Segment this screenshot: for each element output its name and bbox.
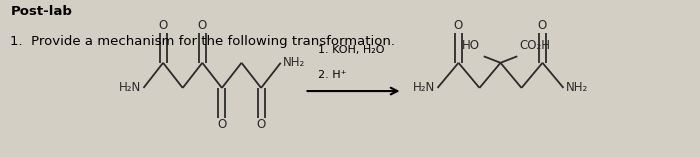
Text: O: O bbox=[454, 19, 463, 32]
Text: O: O bbox=[197, 19, 207, 32]
Text: 1.  Provide a mechanism for the following transformation.: 1. Provide a mechanism for the following… bbox=[10, 35, 395, 48]
Text: 1. KOH, H₂O: 1. KOH, H₂O bbox=[318, 45, 385, 55]
Text: Post-lab: Post-lab bbox=[10, 5, 72, 18]
Text: CO₂H: CO₂H bbox=[519, 39, 550, 51]
Text: O: O bbox=[538, 19, 547, 32]
Text: O: O bbox=[158, 19, 168, 32]
Text: NH₂: NH₂ bbox=[566, 81, 588, 94]
Text: H₂N: H₂N bbox=[413, 81, 435, 94]
Text: 2. H⁺: 2. H⁺ bbox=[318, 70, 347, 80]
Text: NH₂: NH₂ bbox=[283, 56, 305, 69]
Text: O: O bbox=[256, 118, 266, 131]
Text: H₂N: H₂N bbox=[119, 81, 141, 94]
Text: O: O bbox=[217, 118, 227, 131]
Text: HO: HO bbox=[462, 39, 480, 51]
